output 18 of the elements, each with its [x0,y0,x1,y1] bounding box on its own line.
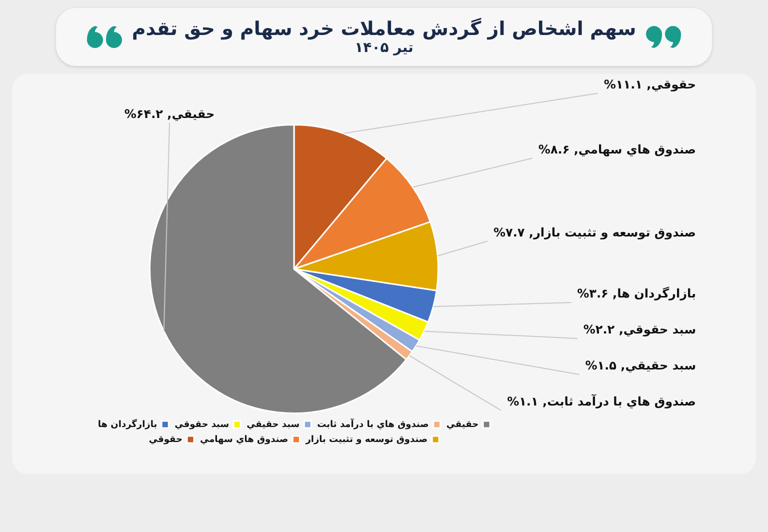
legend-label: بازارگردان ها [98,418,158,430]
data-label: حقيقي, ۶۴.۲% [124,106,215,121]
legend-label: صندوق هاي با درآمد ثابت [317,418,429,430]
data-label: صندوق هاي سهامي, ۸.۶% [538,142,696,156]
legend-label: حقوقي [148,434,183,445]
legend-label: صندوق هاي سهامي [200,434,288,445]
legend-label: سبد حقيقي [246,420,300,430]
chart-title: سهم اشخاص از گردش معاملات خرد سهام و حق تقدم [132,18,636,40]
data-label: حقوقي, ۱۱.۱% [604,77,696,92]
chart-subtitle: تیر ۱۴۰۵ [354,40,414,56]
data-label: سبد حقوقي, ۲.۲% [583,322,696,337]
legend-label: صندوق توسعه و تثبيت بازار [304,434,428,445]
data-label: صندوق توسعه و تثبيت بازار, ۷.۷% [494,225,696,240]
data-label: سبد حقيقي, ۱.۵% [585,358,696,373]
data-label: بازارگردان ها, ۳.۶% [577,286,696,301]
legend-label: حقيقي [446,420,479,430]
data-label: صندوق هاي با درآمد ثابت, ۱.۱% [507,394,696,409]
legend-label: سبد حقوقي [174,420,230,430]
